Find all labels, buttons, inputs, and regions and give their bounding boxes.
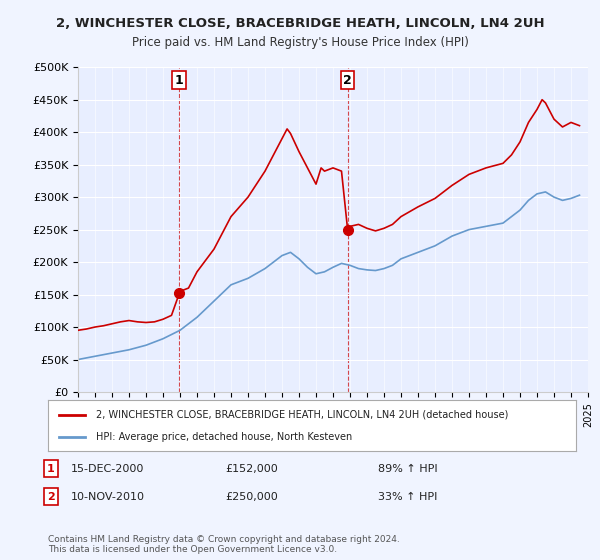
Text: 1: 1	[175, 74, 184, 87]
Text: 10-NOV-2010: 10-NOV-2010	[71, 492, 145, 502]
Text: 2, WINCHESTER CLOSE, BRACEBRIDGE HEATH, LINCOLN, LN4 2UH: 2, WINCHESTER CLOSE, BRACEBRIDGE HEATH, …	[56, 17, 544, 30]
Text: 2: 2	[343, 74, 352, 87]
Text: £152,000: £152,000	[226, 464, 278, 474]
Text: Contains HM Land Registry data © Crown copyright and database right 2024.
This d: Contains HM Land Registry data © Crown c…	[48, 535, 400, 554]
Text: 15-DEC-2000: 15-DEC-2000	[71, 464, 145, 474]
Text: 89% ↑ HPI: 89% ↑ HPI	[378, 464, 438, 474]
Text: 2: 2	[47, 492, 55, 502]
Text: HPI: Average price, detached house, North Kesteven: HPI: Average price, detached house, Nort…	[95, 432, 352, 442]
Text: 2, WINCHESTER CLOSE, BRACEBRIDGE HEATH, LINCOLN, LN4 2UH (detached house): 2, WINCHESTER CLOSE, BRACEBRIDGE HEATH, …	[95, 409, 508, 419]
Text: £250,000: £250,000	[226, 492, 278, 502]
Text: 33% ↑ HPI: 33% ↑ HPI	[379, 492, 437, 502]
Text: 1: 1	[47, 464, 55, 474]
Text: Price paid vs. HM Land Registry's House Price Index (HPI): Price paid vs. HM Land Registry's House …	[131, 36, 469, 49]
